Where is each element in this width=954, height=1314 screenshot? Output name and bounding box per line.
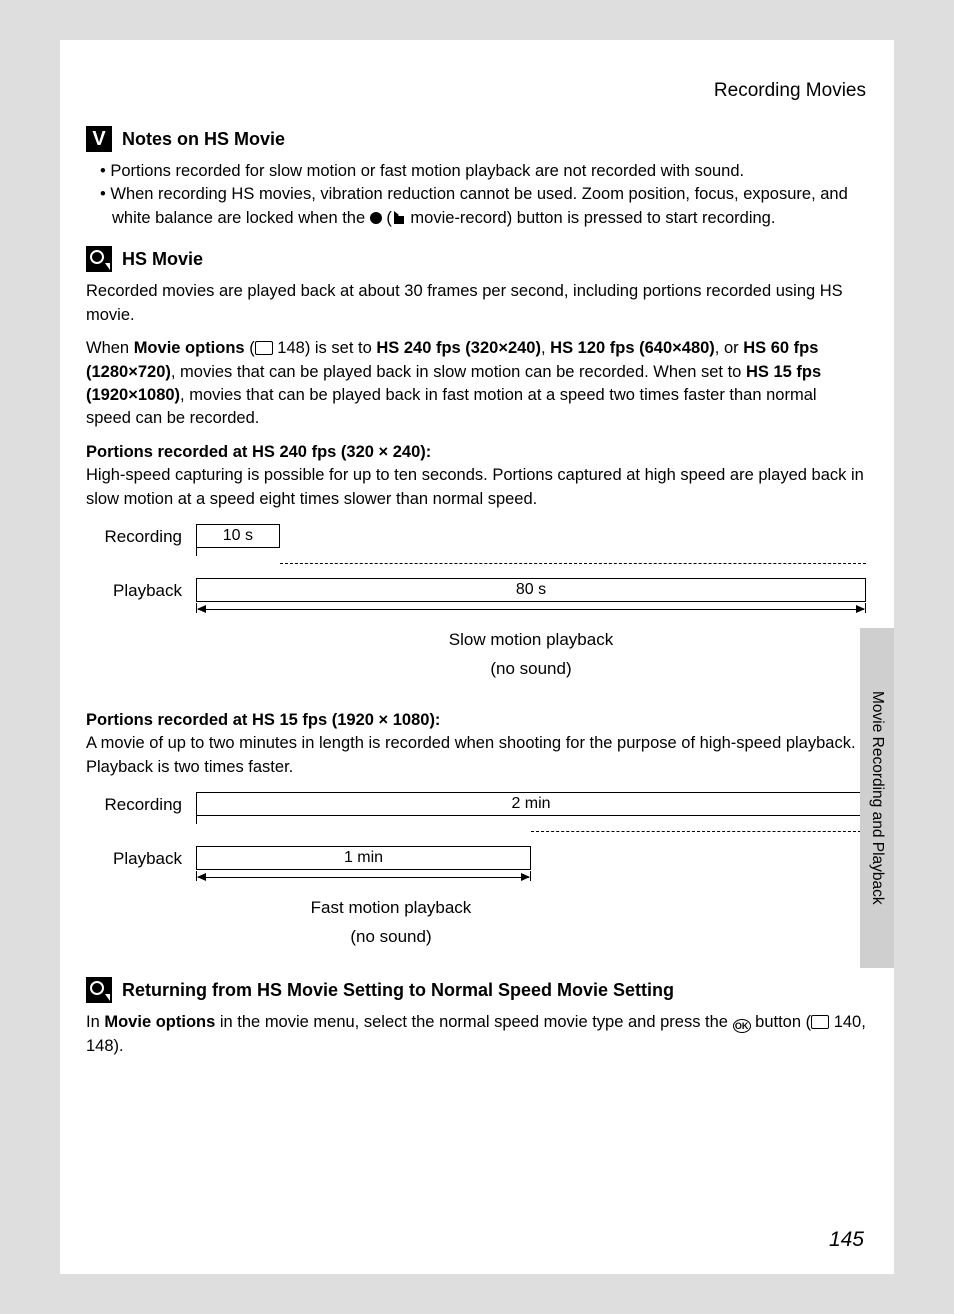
playback-bar-area: 1 min: [196, 843, 866, 875]
list-item: Portions recorded for slow motion or fas…: [100, 160, 866, 183]
note-icon: [86, 246, 112, 272]
section-hsmovie-title: HS Movie: [122, 249, 203, 270]
page-header: Recording Movies: [86, 80, 866, 102]
diagram2-caption1: Fast motion playback: [196, 897, 586, 920]
recording-bar-area: 10 s: [196, 521, 866, 553]
diagram-label-recording: Recording: [86, 795, 196, 815]
playback-bar: 1 min: [196, 846, 531, 870]
diagram1-caption2: (no sound): [196, 658, 866, 681]
page-number: 145: [829, 1228, 864, 1252]
caution-icon: V: [86, 126, 112, 152]
side-tab: Movie Recording and Playback: [860, 628, 894, 968]
section-hsmovie-heading: HS Movie: [86, 246, 866, 272]
notes-list: Portions recorded for slow motion or fas…: [86, 160, 866, 230]
document-page: Recording Movies V Notes on HS Movie Por…: [60, 40, 894, 1274]
section-notes-title: Notes on HS Movie: [122, 129, 285, 150]
section-notes-heading: V Notes on HS Movie: [86, 126, 866, 152]
playback-bar: 80 s: [196, 578, 866, 602]
sub2-head: Portions recorded at HS 15 fps (1920 × 1…: [86, 709, 866, 732]
returning-body: In Movie options in the movie menu, sele…: [86, 1011, 866, 1058]
movie-record-icon: [392, 211, 406, 224]
diagram-label-recording: Recording: [86, 527, 196, 547]
diagram-label-playback: Playback: [86, 849, 196, 869]
book-icon: [255, 341, 273, 354]
sub1-body: High-speed capturing is possible for up …: [86, 464, 866, 511]
book-icon: [811, 1015, 829, 1028]
hsmovie-p2: When Movie options ( 148) is set to HS 2…: [86, 337, 866, 431]
record-dot-icon: [370, 212, 382, 224]
section-returning-heading: Returning from HS Movie Setting to Norma…: [86, 977, 866, 1003]
diagram-fast-motion: Recording 2 min Playback 1 min Fast moti…: [86, 789, 866, 949]
recording-bar: 10 s: [196, 524, 280, 548]
ok-button-icon: OK: [733, 1019, 751, 1033]
recording-bar-area: 2 min: [196, 789, 866, 821]
playback-bar-area: 80 s: [196, 575, 866, 607]
diagram2-caption2: (no sound): [196, 926, 586, 949]
diagram-slow-motion: Recording 10 s Playback 80 s Slow motion…: [86, 521, 866, 681]
side-tab-label: Movie Recording and Playback: [868, 691, 886, 905]
hsmovie-p1: Recorded movies are played back at about…: [86, 280, 866, 327]
diagram1-caption1: Slow motion playback: [196, 629, 866, 652]
recording-bar: 2 min: [196, 792, 866, 816]
sub1-head: Portions recorded at HS 240 fps (320 × 2…: [86, 441, 866, 464]
section-returning-title: Returning from HS Movie Setting to Norma…: [122, 980, 674, 1001]
list-item: When recording HS movies, vibration redu…: [100, 183, 866, 230]
sub2-body: A movie of up to two minutes in length i…: [86, 732, 866, 779]
diagram-label-playback: Playback: [86, 581, 196, 601]
note-icon: [86, 977, 112, 1003]
